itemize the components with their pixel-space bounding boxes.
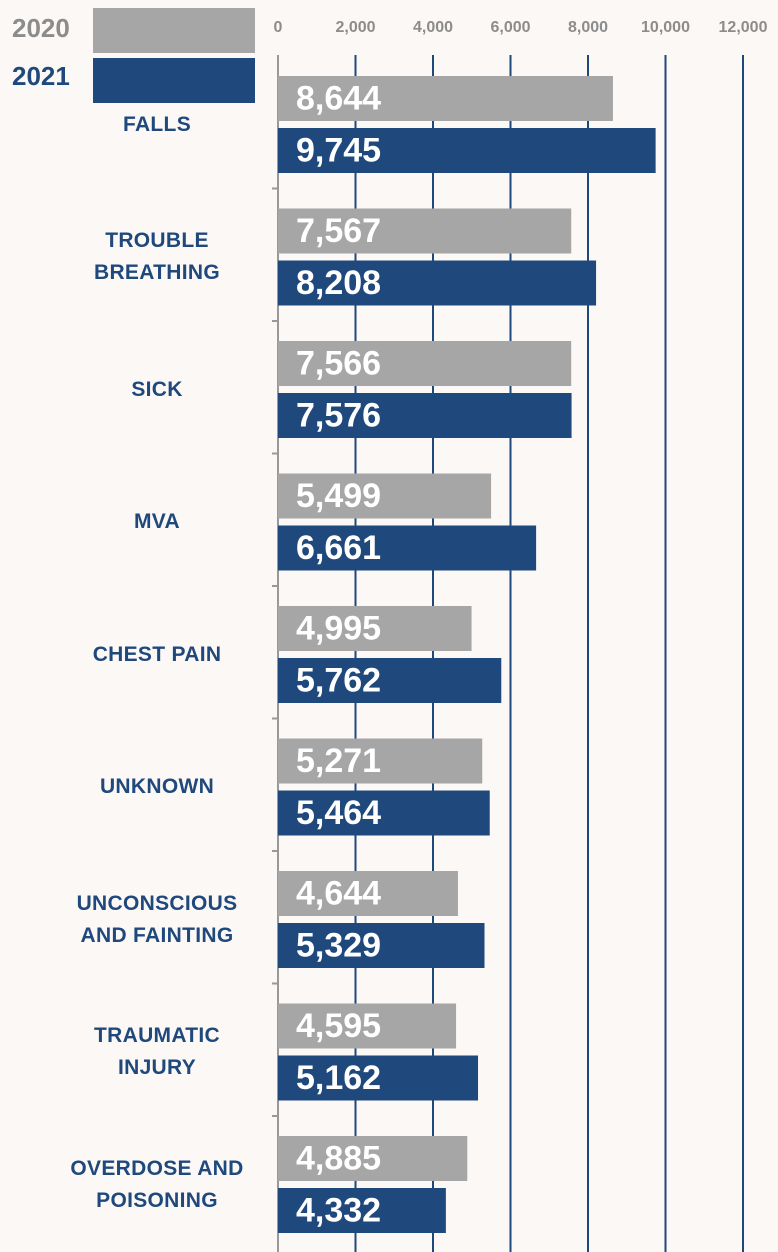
x-tick-label: 4,000 bbox=[413, 19, 453, 36]
x-tick-label: 8,000 bbox=[568, 19, 608, 36]
value-label: 5,162 bbox=[296, 1059, 381, 1097]
bar bbox=[278, 1188, 446, 1233]
bar bbox=[278, 1136, 468, 1181]
bar bbox=[278, 473, 492, 519]
category-label: UNKNOWN bbox=[99, 775, 215, 798]
value-label: 7,576 bbox=[296, 396, 381, 434]
value-label: 5,499 bbox=[296, 477, 381, 515]
bar bbox=[278, 393, 572, 438]
value-label: 7,566 bbox=[296, 344, 381, 382]
bar bbox=[278, 871, 458, 916]
category-label: TRAUMATIC INJURY bbox=[94, 1024, 220, 1079]
category-label: SICK bbox=[131, 377, 183, 401]
bar bbox=[278, 738, 483, 784]
bar bbox=[278, 260, 597, 306]
legend-swatch bbox=[93, 58, 255, 103]
bar bbox=[278, 1055, 479, 1101]
legend-swatch bbox=[93, 8, 255, 53]
value-label: 4,995 bbox=[296, 609, 381, 647]
bar bbox=[278, 208, 572, 254]
category-label: TROUBLE BREATHING bbox=[94, 229, 220, 284]
x-tick-label: 2,000 bbox=[335, 19, 375, 36]
value-label: 8,644 bbox=[296, 79, 381, 117]
x-tick-label: 10,000 bbox=[641, 19, 690, 36]
x-tick-label: 6,000 bbox=[490, 19, 530, 36]
value-label: 6,661 bbox=[296, 529, 381, 567]
bar bbox=[278, 341, 572, 386]
value-label: 5,271 bbox=[296, 742, 381, 780]
value-label: 5,329 bbox=[296, 926, 381, 964]
bar bbox=[278, 1003, 457, 1049]
category-label: CHEST PAIN bbox=[92, 642, 222, 666]
bar bbox=[278, 525, 537, 571]
bar bbox=[278, 658, 502, 703]
category-label: MVA bbox=[133, 510, 180, 533]
value-label: 9,745 bbox=[296, 131, 381, 169]
bar bbox=[278, 76, 613, 121]
value-label: 4,644 bbox=[296, 874, 381, 912]
bar bbox=[278, 128, 656, 173]
legend-label: 2021 bbox=[12, 61, 70, 91]
bar bbox=[278, 923, 485, 968]
category-label: OVERDOSE AND POISONING bbox=[70, 1156, 244, 1212]
value-label: 5,464 bbox=[296, 794, 381, 832]
value-label: 4,595 bbox=[296, 1007, 381, 1045]
value-label: 7,567 bbox=[296, 212, 381, 250]
category-label: UNCONSCIOUS AND FAINTING bbox=[76, 891, 238, 947]
value-label: 4,332 bbox=[296, 1191, 381, 1229]
category-label: FALLS bbox=[123, 112, 191, 136]
x-tick-label: 12,000 bbox=[719, 19, 768, 36]
value-label: 8,208 bbox=[296, 264, 381, 302]
value-label: 5,762 bbox=[296, 661, 381, 699]
x-tick-label: 0 bbox=[274, 19, 283, 36]
bar bbox=[278, 606, 472, 651]
value-label: 4,885 bbox=[296, 1139, 381, 1177]
bar bbox=[278, 790, 490, 836]
legend-label: 2020 bbox=[12, 13, 70, 43]
